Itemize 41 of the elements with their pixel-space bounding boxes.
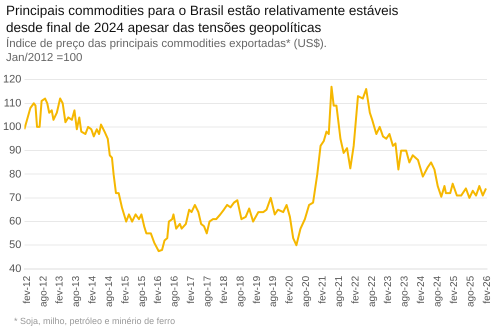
chart-title: Principais commodities para o Brasil estão relativamente estáveis desde final de 2024 apesar das tensões geopolíticas [6, 2, 400, 36]
x-tick-label: fev-18 [218, 275, 230, 304]
x-tick-label: fev-17 [186, 275, 198, 304]
x-tick-label: ago-14 [104, 275, 115, 308]
x-tick-label: ago-12 [38, 275, 50, 308]
x-tick-label: fev-14 [88, 275, 99, 304]
x-tick-label: ago-16 [170, 275, 181, 308]
x-tick-label: fev-20 [284, 275, 296, 304]
text: * Soja, milho, petróleo e minério de ferro [14, 316, 176, 326]
y-tick-label: 90 [9, 144, 22, 157]
x-tick-label: fev-13 [54, 275, 66, 304]
x-tick-label: ago-13 [71, 275, 82, 308]
x-tick-label: ago-15 [136, 275, 148, 308]
chart-subtitle: Índice de preço das principais commodities exportadas* (US$). Jan/2012 =100 [6, 37, 328, 65]
x-tick-label: fev-15 [120, 275, 132, 304]
x-tick-label: fev-26 [482, 275, 493, 304]
x-tick-label: fev-19 [252, 275, 263, 304]
x-tick-label: fev-22 [350, 275, 362, 304]
x-tick-label: fev-16 [153, 275, 164, 304]
x-tick-label: ago-21 [334, 275, 345, 308]
y-tick-label: 80 [9, 168, 22, 180]
y-tick-label: 120 [2, 74, 22, 86]
y-tick-label: 40 [9, 262, 22, 275]
y-tick-label: 60 [9, 216, 22, 228]
y-tick-label: 100 [2, 120, 22, 133]
x-tick-label: fev-24 [416, 275, 428, 304]
x-tick-label: ago-18 [235, 275, 246, 308]
x-tick-label: ago-20 [301, 275, 312, 308]
x-tick-label: ago-24 [432, 275, 444, 308]
x-tick-label: fev-21 [317, 275, 328, 304]
y-tick-label: 70 [9, 192, 22, 204]
x-tick-label: ago-25 [465, 275, 476, 308]
x-tick-label: ago-17 [202, 275, 214, 308]
x-tick-label: fev-23 [383, 275, 394, 304]
x-tick-label: fev-12 [22, 275, 33, 304]
x-tick-label: ago-23 [400, 275, 411, 308]
y-tick-label: 110 [4, 97, 22, 110]
x-tick-label: ago-19 [268, 275, 280, 308]
y-tick-label: 50 [9, 239, 22, 252]
x-tick-label: fev-25 [448, 275, 460, 304]
x-tick-label: ago-22 [366, 275, 378, 308]
